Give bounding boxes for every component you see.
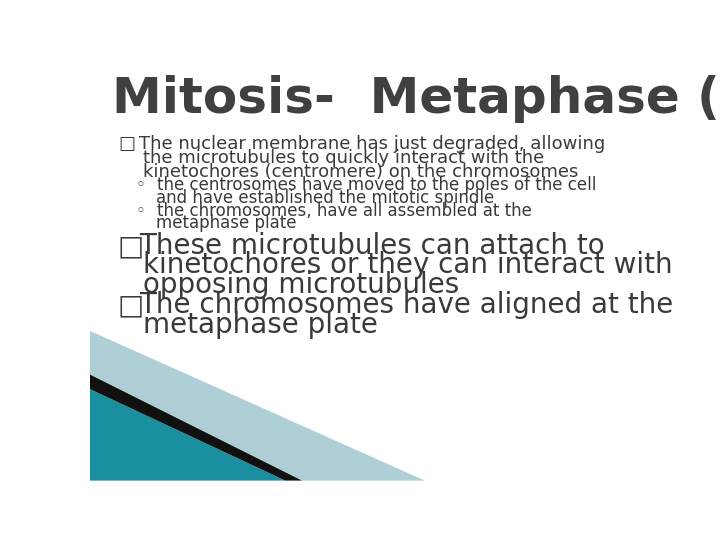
Text: the chromosomes, have all assembled at the: the chromosomes, have all assembled at t… [157, 201, 532, 220]
Text: These microtubules can attach to: These microtubules can attach to [139, 232, 605, 260]
Text: kinetochores (centromere) on the chromosomes: kinetochores (centromere) on the chromos… [143, 163, 578, 181]
Text: and have established the mitotic spindle: and have established the mitotic spindle [156, 188, 494, 207]
Text: ◦: ◦ [136, 201, 145, 220]
Text: kinetochores or they can interact with: kinetochores or they can interact with [143, 251, 672, 279]
Polygon shape [90, 375, 302, 481]
Polygon shape [90, 389, 285, 481]
Text: □: □ [118, 232, 144, 260]
Text: □: □ [118, 292, 144, 320]
Text: the microtubules to quickly interact with the: the microtubules to quickly interact wit… [143, 149, 544, 167]
Text: opposing microtubules: opposing microtubules [143, 271, 459, 299]
Text: ◦: ◦ [136, 176, 145, 194]
Polygon shape [90, 331, 425, 481]
Text: Mitosis-  Metaphase (Early/Late): Mitosis- Metaphase (Early/Late) [112, 75, 720, 123]
Text: The chromosomes have aligned at the: The chromosomes have aligned at the [139, 292, 673, 320]
Text: the centrosomes have moved to the poles of the cell: the centrosomes have moved to the poles … [157, 176, 596, 194]
Text: metaphase plate: metaphase plate [143, 312, 378, 339]
Text: The nuclear membrane has just degraded, allowing: The nuclear membrane has just degraded, … [139, 136, 606, 153]
Text: □: □ [118, 136, 135, 153]
Text: metaphase plate: metaphase plate [156, 214, 297, 233]
